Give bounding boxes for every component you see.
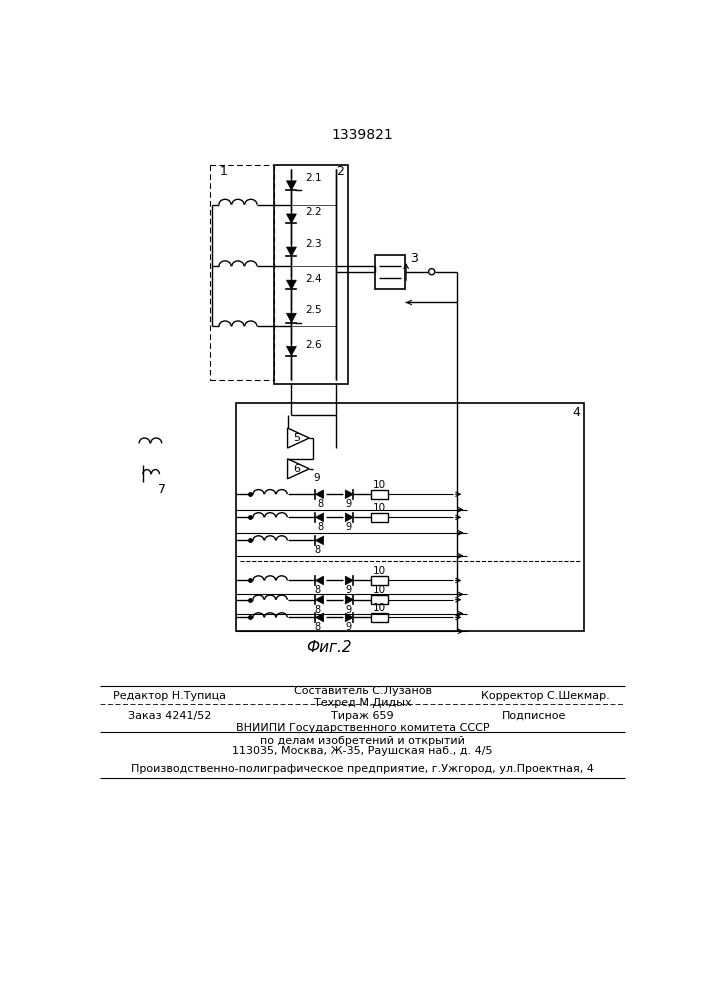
Polygon shape xyxy=(345,613,354,622)
Bar xyxy=(371,576,388,585)
Text: 9: 9 xyxy=(345,605,351,615)
Text: 9: 9 xyxy=(314,473,320,483)
Text: 9: 9 xyxy=(345,622,351,632)
Text: по делам изобретений и открытий: по делам изобретений и открытий xyxy=(260,736,465,746)
Text: 8: 8 xyxy=(315,622,321,632)
Polygon shape xyxy=(345,595,354,604)
Text: Производственно-полиграфическое предприятие, г.Ужгород, ул.Проектная, 4: Производственно-полиграфическое предприя… xyxy=(132,764,594,774)
Text: 8: 8 xyxy=(315,545,321,555)
Text: 1339821: 1339821 xyxy=(332,128,394,142)
Text: 5: 5 xyxy=(293,433,300,443)
Text: 2.2: 2.2 xyxy=(305,207,322,217)
Polygon shape xyxy=(286,280,296,289)
Text: 9: 9 xyxy=(345,499,351,509)
Text: 2.5: 2.5 xyxy=(305,305,322,315)
Text: 4: 4 xyxy=(573,406,580,419)
Text: ВНИИПИ Государственного комитета СССР: ВНИИПИ Государственного комитета СССР xyxy=(236,723,489,733)
Text: 8: 8 xyxy=(318,522,324,532)
Text: 10: 10 xyxy=(373,503,386,513)
Text: Фиг.2: Фиг.2 xyxy=(306,640,351,655)
Text: 2.3: 2.3 xyxy=(305,239,322,249)
Text: 10: 10 xyxy=(373,480,386,490)
Text: 10: 10 xyxy=(373,603,386,613)
Bar xyxy=(371,595,388,604)
Bar xyxy=(235,403,585,631)
Text: Заказ 4241/52: Заказ 4241/52 xyxy=(128,711,211,721)
Polygon shape xyxy=(315,595,324,604)
Polygon shape xyxy=(286,214,296,223)
Polygon shape xyxy=(286,247,296,256)
Text: 8: 8 xyxy=(315,605,321,615)
Text: 9: 9 xyxy=(345,522,351,532)
Polygon shape xyxy=(345,576,354,585)
Polygon shape xyxy=(345,513,354,522)
Text: 2: 2 xyxy=(337,165,344,178)
Text: 2.6: 2.6 xyxy=(305,340,322,350)
Text: Подписное: Подписное xyxy=(502,711,566,721)
Bar xyxy=(371,513,388,522)
Text: 10: 10 xyxy=(373,566,386,576)
Text: Корректор С.Шекмар.: Корректор С.Шекмар. xyxy=(481,691,610,701)
Polygon shape xyxy=(286,181,296,190)
Polygon shape xyxy=(286,313,296,323)
Polygon shape xyxy=(315,513,324,522)
Text: 1: 1 xyxy=(219,165,227,178)
Bar xyxy=(371,490,388,499)
Polygon shape xyxy=(315,536,324,545)
Bar xyxy=(375,255,404,289)
Text: 9: 9 xyxy=(345,585,351,595)
Text: 2.1: 2.1 xyxy=(305,173,322,183)
Text: 2.4: 2.4 xyxy=(305,274,322,284)
Polygon shape xyxy=(286,346,296,356)
Text: Тираж 659: Тираж 659 xyxy=(332,711,394,721)
Text: 6: 6 xyxy=(293,464,300,474)
Text: 113035, Москва, Ж-35, Раушская наб., д. 4/5: 113035, Москва, Ж-35, Раушская наб., д. … xyxy=(233,746,493,756)
Polygon shape xyxy=(315,490,324,499)
Text: Техред М.Дидых: Техред М.Дидых xyxy=(314,698,411,708)
Polygon shape xyxy=(315,576,324,585)
Polygon shape xyxy=(315,613,324,622)
Bar xyxy=(371,613,388,622)
Text: 10: 10 xyxy=(373,585,386,595)
Text: Редактор Н.Тупица: Редактор Н.Тупица xyxy=(113,691,226,701)
Bar xyxy=(274,165,348,384)
Text: 3: 3 xyxy=(410,252,418,265)
Text: 8: 8 xyxy=(315,585,321,595)
Text: 8: 8 xyxy=(318,499,324,509)
Text: 7: 7 xyxy=(158,483,166,496)
Text: Составитель С.Лузанов: Составитель С.Лузанов xyxy=(293,686,432,696)
Polygon shape xyxy=(345,490,354,499)
